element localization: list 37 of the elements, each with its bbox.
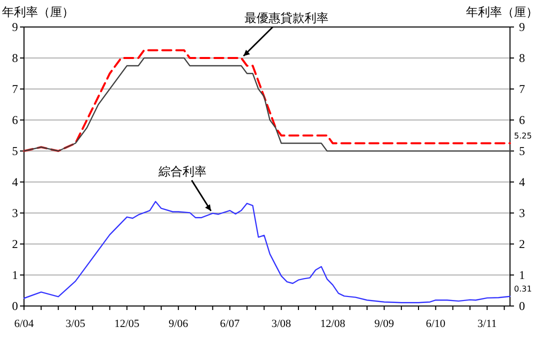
x-tick-label: 6/04 [14,318,34,330]
y2-tick-label: 9 [519,20,525,34]
y2-tick-label: 0 [519,299,525,313]
y-tick-label: 0 [12,299,18,313]
y2-tick-label: 8 [519,51,525,65]
x-tick-label: 3/05 [66,318,86,330]
line-series [23,200,511,304]
y-axis-title: 年利率（厘） [2,5,74,19]
y-tick-label: 4 [12,175,18,189]
y-tick-label: 5 [12,144,18,158]
annotation: 綜合利率 [158,164,207,178]
y-tick-label: 3 [12,206,18,220]
x-tick-label: 9/06 [168,318,189,330]
x-tick-label: 12/08 [320,318,346,330]
y2-tick-label: 5 [519,144,525,158]
y-tick-label: 8 [12,51,18,65]
y-tick-label: 7 [12,82,18,96]
y-tick-label: 6 [12,113,18,127]
annotation: 0.31 [514,284,532,294]
y2-tick-label: 6 [519,113,525,127]
y2-tick-label: 7 [519,82,525,96]
y2-tick-label: 4 [519,175,525,189]
x-tick-label: 6/10 [426,318,446,330]
x-tick-label: 6/07 [220,318,240,330]
y-tick-label: 1 [12,268,18,282]
y2-tick-label: 2 [519,237,525,251]
y2-tick-label: 1 [519,268,525,282]
y-tick-label: 2 [12,237,18,251]
annotation: 最優惠貸款利率 [244,11,328,25]
x-tick-label: 3/08 [272,318,292,330]
y2-tick-label: 3 [519,206,525,220]
x-tick-label: 3/11 [478,318,497,330]
x-tick-label: 12/05 [114,318,140,330]
y-tick-label: 9 [12,20,18,34]
annotation: 5.25 [514,131,532,140]
x-tick-label: 9/09 [374,318,394,330]
y2-axis-title: 年利率（厘） [466,5,538,19]
